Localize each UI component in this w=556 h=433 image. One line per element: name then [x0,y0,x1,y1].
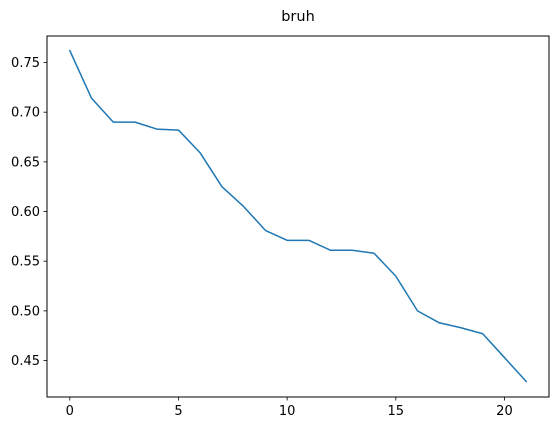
x-tick-label: 20 [496,404,513,419]
plot-area [68,49,528,383]
x-tick-label: 5 [174,404,182,419]
y-tick-label: 0.65 [11,155,40,170]
y-tick-label: 0.45 [11,354,40,369]
series-line-0 [68,49,528,383]
y-tick-label: 0.70 [11,106,40,121]
y-tick-label: 0.75 [11,56,40,71]
x-tick-label: 15 [388,404,405,419]
x-axis: 0 5 10 15 20 [66,397,513,419]
y-axis: 0.45 0.50 0.55 0.60 0.65 0.70 0.75 [11,56,47,369]
y-tick-label: 0.50 [11,304,40,319]
y-tick-label: 0.60 [11,205,40,220]
y-tick-label: 0.55 [11,255,40,270]
axes-frame [46,35,550,398]
x-tick-label: 0 [66,404,74,419]
x-tick-label: 10 [279,404,296,419]
chart-title: bruh [281,9,315,25]
